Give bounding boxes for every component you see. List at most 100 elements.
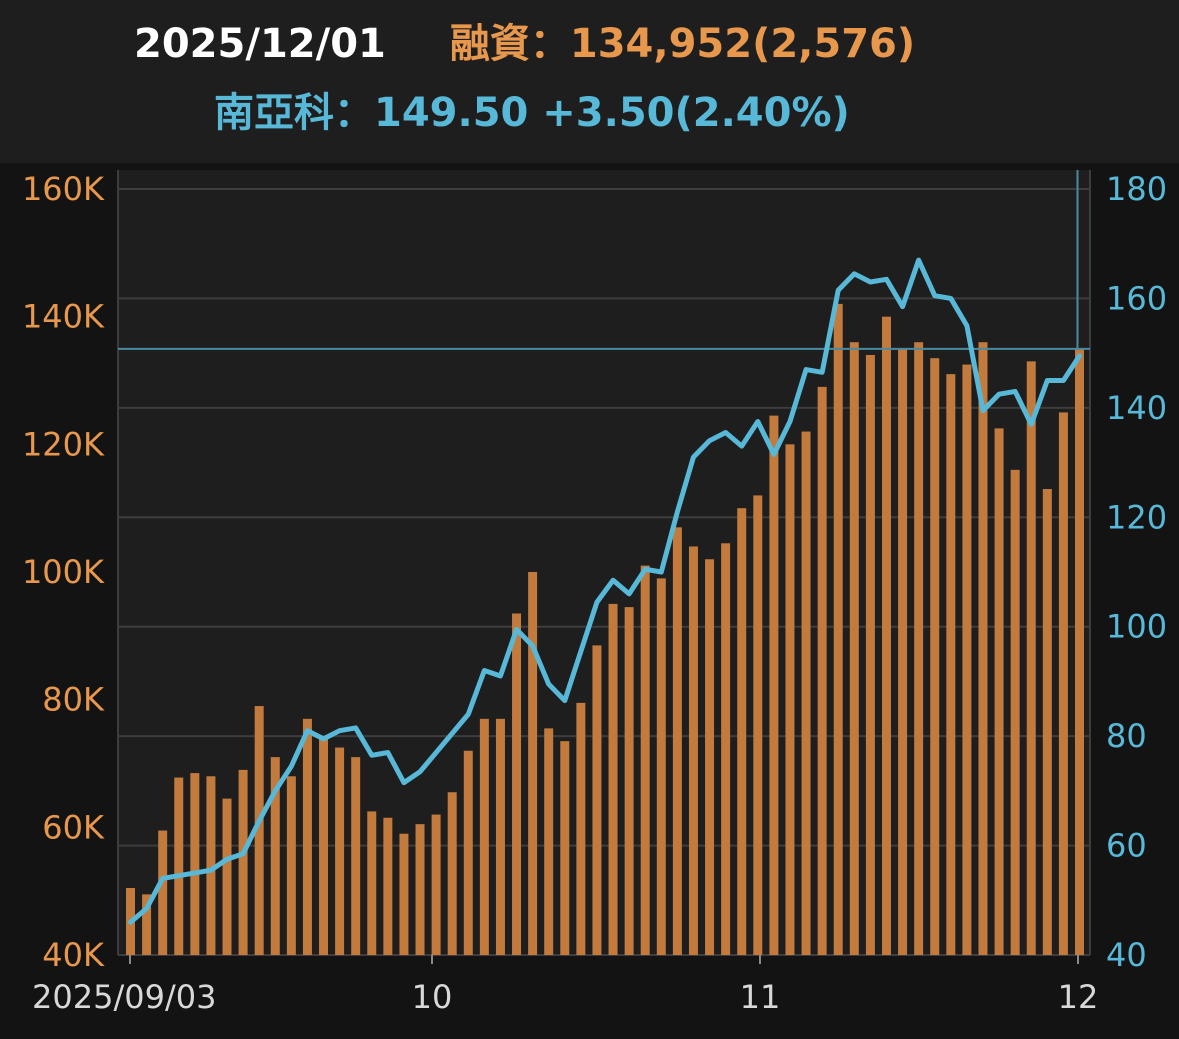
- price-point-58: [1062, 380, 1064, 381]
- left-tick-label: 100K: [22, 553, 105, 591]
- margin-label: 融資：: [449, 21, 570, 67]
- price-point-16: [387, 752, 389, 754]
- bar-29: [592, 645, 602, 955]
- price-point-44: [837, 289, 839, 291]
- price-point-22: [483, 669, 485, 671]
- bar-44: [833, 303, 843, 955]
- bar-45: [849, 342, 859, 955]
- bar-40: [769, 415, 779, 955]
- price-point-12: [323, 738, 325, 740]
- bar-11: [302, 718, 312, 955]
- date-label: 2025/12/01: [134, 21, 386, 67]
- price-point-55: [1014, 390, 1016, 392]
- bar-3: [174, 777, 184, 955]
- price-point-11: [306, 730, 308, 732]
- bar-33: [656, 578, 666, 955]
- margin-value: 134,952(2,576): [569, 21, 916, 67]
- bar-57: [1042, 489, 1052, 955]
- bar-6: [222, 798, 232, 955]
- bar-31: [624, 607, 634, 955]
- bar-54: [994, 428, 1004, 955]
- price-point-47: [885, 278, 887, 280]
- header-line-1: 2025/12/01 融資：134,952(2,576): [134, 20, 915, 68]
- price-point-5: [210, 869, 212, 871]
- bar-14: [351, 757, 361, 955]
- left-tick-label: 40K: [42, 936, 105, 974]
- price-point-10: [290, 765, 292, 767]
- x-tick-label: 10: [412, 978, 453, 1016]
- right-tick-label: 160: [1106, 279, 1167, 317]
- bar-10: [286, 776, 296, 955]
- bar-48: [898, 348, 908, 955]
- bar-21: [463, 750, 473, 955]
- price-point-51: [950, 297, 952, 299]
- bar-59: [1075, 348, 1084, 955]
- right-tick-label: 100: [1106, 608, 1167, 646]
- price-point-52: [966, 325, 968, 327]
- bar-22: [479, 718, 489, 955]
- price-point-15: [371, 754, 373, 756]
- price-point-56: [1030, 423, 1032, 425]
- price-point-54: [998, 393, 1000, 395]
- bar-52: [962, 364, 972, 956]
- bar-19: [431, 814, 441, 955]
- line-layer: [118, 170, 1090, 925]
- bar-34: [672, 527, 682, 955]
- bar-1: [142, 894, 152, 955]
- bar-56: [1026, 361, 1036, 956]
- bar-23: [495, 718, 505, 955]
- price-point-33: [660, 571, 662, 573]
- left-tick-label: 140K: [22, 298, 105, 336]
- x-tick-label: 2025/09/03: [32, 978, 216, 1016]
- price-point-50: [934, 295, 936, 297]
- bar-39: [753, 495, 763, 955]
- bar-51: [946, 374, 956, 955]
- price-point-7: [242, 853, 244, 855]
- bar-4: [190, 773, 200, 955]
- price-point-46: [869, 281, 871, 283]
- price-point-2: [162, 877, 164, 879]
- left-tick-label: 160K: [22, 170, 105, 208]
- bar-20: [447, 792, 457, 955]
- stock-label: 南亞科：: [214, 90, 374, 136]
- price-point-21: [467, 713, 469, 715]
- bar-2: [158, 830, 168, 955]
- header-line-2: 南亞科：149.50 +3.50(2.40%): [214, 89, 850, 137]
- left-tick-label: 120K: [22, 425, 105, 463]
- plot-area: [118, 170, 1090, 955]
- price-point-40: [773, 453, 775, 455]
- x-tick-label: 12: [1058, 978, 1099, 1016]
- price-point-48: [902, 306, 904, 308]
- price-point-8: [258, 820, 260, 822]
- right-tick-label: 180: [1106, 170, 1167, 208]
- bar-53: [978, 342, 988, 955]
- price-point-23: [499, 675, 501, 677]
- bar-58: [1058, 412, 1068, 956]
- price-point-1: [146, 907, 148, 909]
- price-point-13: [339, 730, 341, 732]
- price-point-18: [419, 771, 421, 773]
- bar-38: [737, 508, 747, 955]
- bar-43: [817, 386, 827, 956]
- bar-50: [930, 358, 940, 955]
- bar-35: [688, 546, 698, 955]
- x-tick-label: 11: [740, 978, 781, 1016]
- price-point-57: [1046, 380, 1048, 381]
- right-tick-label: 40: [1106, 936, 1147, 974]
- price-point-20: [451, 732, 453, 734]
- bar-5: [206, 776, 216, 955]
- bar-7: [238, 769, 248, 955]
- header-bar: 2025/12/01 融資：134,952(2,576) 南亞科：149.50 +…: [0, 0, 1179, 163]
- grid-layer: [117, 170, 1091, 956]
- bar-15: [367, 811, 377, 955]
- price-point-49: [918, 259, 920, 261]
- bar-18: [415, 824, 425, 955]
- price-point-0: [130, 921, 131, 923]
- price-point-42: [805, 369, 807, 371]
- price-point-30: [612, 579, 614, 581]
- stock-value: 149.50 +3.50(2.40%): [374, 90, 850, 136]
- bar-47: [881, 316, 891, 956]
- price-point-38: [741, 445, 743, 447]
- right-tick-label: 140: [1106, 389, 1167, 427]
